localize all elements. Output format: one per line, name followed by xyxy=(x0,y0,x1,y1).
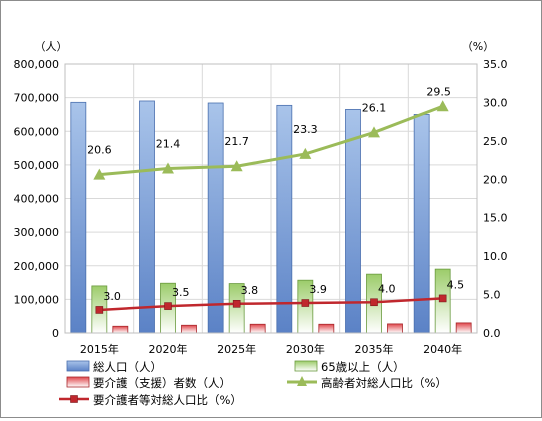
x-tick-label: 2030年 xyxy=(286,342,325,356)
bar-1 xyxy=(345,108,361,334)
bar-3 xyxy=(387,323,403,334)
data-label: 3.5 xyxy=(172,286,190,299)
grid-lines xyxy=(64,63,478,334)
square-marker xyxy=(164,302,172,310)
x-tick-label: 2025年 xyxy=(217,342,256,356)
left-tick-label: 500,000 xyxy=(14,159,60,172)
left-axis-unit-label: （人） xyxy=(35,40,68,53)
data-labels: 20.6 21.4 21.7 23.3 26.1 29.5 3.0 3.5 3.8 3.9 4.0 4… xyxy=(87,85,464,303)
x-tick-label: 2040年 xyxy=(423,342,462,356)
bar-3 xyxy=(455,322,472,334)
triangle-marker xyxy=(368,126,380,138)
legend-square-marker xyxy=(70,395,78,403)
bar-1 xyxy=(207,102,224,334)
data-label: 29.5 xyxy=(426,85,451,98)
bar-1 xyxy=(276,104,293,334)
legend-triangle-marker xyxy=(297,376,307,386)
line-series-1 xyxy=(99,104,444,177)
data-label: 26.1 xyxy=(362,101,387,114)
left-tick-label: 300,000 xyxy=(14,226,60,239)
square-marker xyxy=(438,294,447,303)
bar-3 xyxy=(318,323,335,334)
lines xyxy=(93,100,449,314)
right-tick-label: 15.0 xyxy=(483,212,508,225)
right-axis-unit-label: （%） xyxy=(462,40,494,53)
x-tick-label: 2015年 xyxy=(80,342,119,356)
triangle-marker xyxy=(436,100,449,112)
x-tick-label: 2035年 xyxy=(355,342,394,356)
right-tick-label: 20.0 xyxy=(483,173,508,186)
plot-area-border xyxy=(64,63,478,334)
legend-swatch xyxy=(66,376,90,388)
data-label: 21.7 xyxy=(224,135,249,148)
legend-swatch xyxy=(294,360,318,372)
left-tick-label: 400,000 xyxy=(14,193,60,206)
bar-1 xyxy=(70,101,87,334)
triangle-marker xyxy=(162,162,174,174)
x-tick-label: 2020年 xyxy=(149,342,188,356)
right-tick-label: 5.0 xyxy=(483,289,501,302)
data-label: 3.0 xyxy=(103,290,121,303)
axes: 0 100,000 200,000 300,000 400,000 500,000 600,… xyxy=(14,40,508,356)
data-label: 3.9 xyxy=(309,283,327,296)
data-label: 23.3 xyxy=(293,123,318,136)
square-marker xyxy=(95,306,104,314)
bars xyxy=(70,100,472,334)
square-marker xyxy=(370,298,378,307)
data-label: 4.5 xyxy=(447,278,465,291)
square-marker xyxy=(232,299,241,308)
legend-swatch xyxy=(66,360,90,372)
right-tick-label: 35.0 xyxy=(483,58,508,71)
legend-label: 65歳以上（人） xyxy=(321,360,405,374)
data-label: 20.6 xyxy=(87,144,112,157)
triangle-marker xyxy=(299,147,312,159)
data-label: 21.4 xyxy=(156,138,181,151)
left-tick-label: 700,000 xyxy=(14,92,60,105)
legend-label: 要介護（支援）者数（人） xyxy=(93,376,231,390)
legend-label: 高齢者対総人口比（%） xyxy=(321,376,447,390)
bar-3 xyxy=(181,324,197,334)
legend-label: 総人口（人） xyxy=(93,360,162,374)
square-marker xyxy=(301,299,310,307)
right-tick-label: 30.0 xyxy=(483,96,508,109)
right-tick-label: 10.0 xyxy=(483,250,508,263)
bar-1 xyxy=(139,100,155,334)
line-series-2 xyxy=(99,297,443,312)
right-tick-label: 25.0 xyxy=(483,135,508,148)
data-label: 4.0 xyxy=(378,282,396,295)
left-tick-label: 0 xyxy=(52,327,59,340)
triangle-marker xyxy=(93,168,106,180)
left-tick-label: 600,000 xyxy=(14,125,60,138)
bar-3 xyxy=(249,323,266,334)
legend-label: 要介護者等対総人口比（%） xyxy=(93,393,242,407)
data-label: 3.8 xyxy=(241,284,259,297)
left-tick-label: 100,000 xyxy=(14,293,60,306)
triangle-marker xyxy=(230,160,243,172)
bar-3 xyxy=(112,325,129,334)
right-tick-label: 0.0 xyxy=(483,327,501,340)
left-tick-label: 200,000 xyxy=(14,260,60,273)
left-tick-label: 800,000 xyxy=(14,58,60,71)
legend: 総人口（人） 65歳以上（人） 要介護（支援）者数（人） 高齢者対総人口比（%） 要介護… xyxy=(59,360,447,407)
